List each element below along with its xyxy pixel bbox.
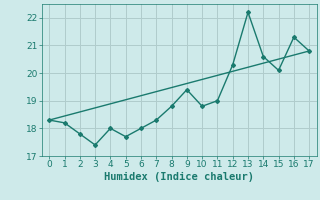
X-axis label: Humidex (Indice chaleur): Humidex (Indice chaleur) [104, 172, 254, 182]
